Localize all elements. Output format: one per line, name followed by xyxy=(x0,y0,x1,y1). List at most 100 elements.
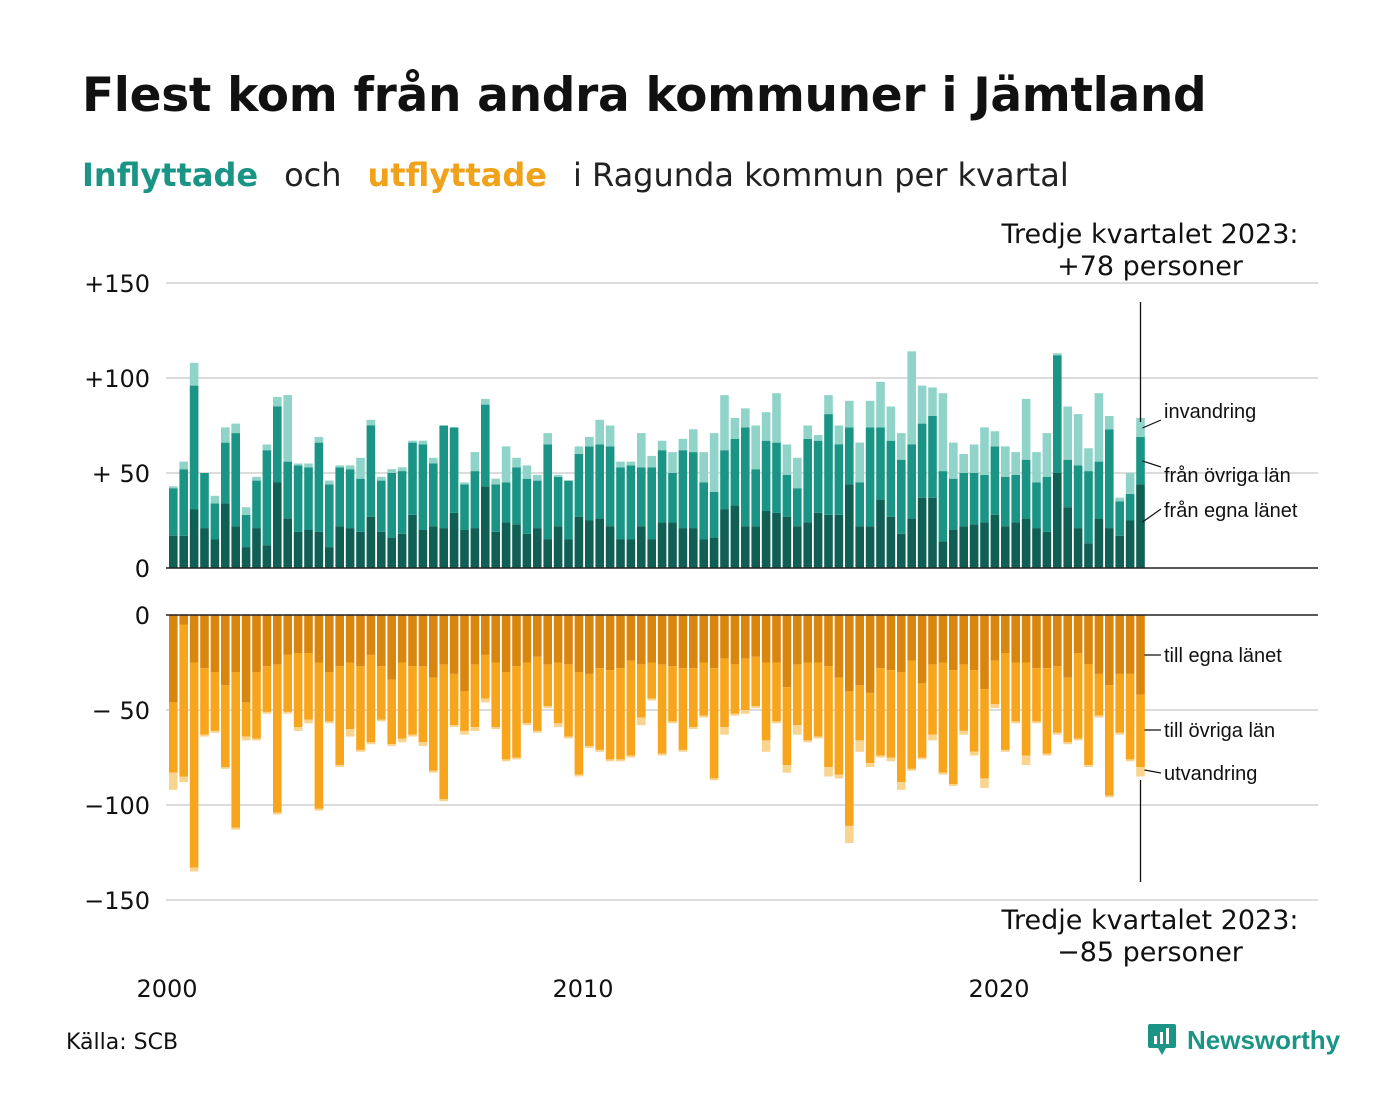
bar-out-local xyxy=(501,615,511,672)
bar-immigration xyxy=(231,423,240,434)
bar-out-local xyxy=(897,615,906,672)
bar-in-other xyxy=(1063,459,1072,508)
bar-emigration xyxy=(917,757,927,760)
bar-out-local xyxy=(283,615,292,655)
bar-out-other xyxy=(574,672,584,775)
bar-emigration xyxy=(200,734,209,737)
bar-emigration xyxy=(772,721,781,724)
bar-out-other xyxy=(1094,673,1104,716)
bar-out-other xyxy=(1115,673,1124,733)
bar-in-other xyxy=(460,484,469,530)
bar-out-local xyxy=(210,615,220,672)
bar-emigration xyxy=(1011,721,1020,724)
bar-out-other xyxy=(564,664,573,737)
bar-in-local xyxy=(304,530,313,568)
bar-out-other xyxy=(522,662,532,724)
bar-out-local xyxy=(200,615,209,669)
bar-immigration xyxy=(533,474,542,481)
bar-out-local xyxy=(637,615,646,665)
bar-out-local xyxy=(969,615,979,671)
bar-emigration xyxy=(1084,765,1093,767)
bar-emigration xyxy=(803,740,812,743)
bar-out-other xyxy=(917,683,927,758)
bar-in-local xyxy=(356,531,365,568)
bar-in-local xyxy=(200,528,209,568)
bar-emigration xyxy=(460,730,469,735)
bar-out-local xyxy=(470,615,480,665)
bar-in-other xyxy=(200,473,209,529)
bar-immigration xyxy=(304,463,313,468)
bar-out-local xyxy=(574,615,584,672)
bar-out-other xyxy=(366,654,376,743)
bar-emigration xyxy=(793,725,802,735)
bar-immigration xyxy=(938,393,948,472)
bar-out-other xyxy=(865,692,875,764)
bar-in-local xyxy=(720,509,729,568)
bar-in-local xyxy=(949,530,958,568)
bar-emigration xyxy=(408,734,417,737)
bar-in-other xyxy=(304,467,313,530)
bar-emigration xyxy=(949,784,958,786)
series-label-bottom: till övriga län xyxy=(1164,720,1275,742)
bar-out-other xyxy=(720,658,729,728)
leader-line-top xyxy=(1142,460,1162,468)
bar-in-other xyxy=(564,480,573,540)
bar-emigration xyxy=(273,812,282,815)
bar-immigration xyxy=(1042,433,1052,477)
bar-in-other xyxy=(210,503,220,540)
bar-emigration xyxy=(553,723,563,728)
bar-in-local xyxy=(252,528,261,568)
bar-emigration xyxy=(637,717,646,726)
bar-out-other xyxy=(179,624,188,777)
bar-immigration xyxy=(1021,398,1031,460)
bar-out-other xyxy=(678,668,688,750)
bar-immigration xyxy=(1115,497,1124,502)
bar-in-local xyxy=(772,512,781,568)
bar-out-local xyxy=(293,615,303,653)
bar-in-local xyxy=(730,505,740,568)
bar-out-other xyxy=(657,664,667,754)
bar-in-local xyxy=(397,533,407,568)
bar-out-other xyxy=(304,653,313,720)
bar-out-other xyxy=(283,654,292,712)
bar-in-other xyxy=(179,469,188,536)
bar-in-local xyxy=(782,516,792,568)
bar-immigration xyxy=(897,433,906,460)
bar-emigration xyxy=(522,723,532,726)
bar-out-local xyxy=(356,615,365,667)
bar-out-other xyxy=(1084,664,1093,766)
bar-out-local xyxy=(678,615,688,669)
bar-out-local xyxy=(980,615,989,690)
bar-out-local xyxy=(647,615,656,663)
brand-logo: Newsworthy xyxy=(1147,1022,1340,1058)
bar-out-local xyxy=(834,615,844,678)
bar-emigration xyxy=(980,778,989,788)
bar-in-local xyxy=(668,522,677,568)
bar-out-local xyxy=(813,615,823,663)
series-label-top: invandring xyxy=(1164,401,1256,423)
bar-out-local xyxy=(605,615,615,671)
bar-in-other xyxy=(1001,476,1010,527)
bar-immigration xyxy=(959,454,968,473)
bar-out-other xyxy=(418,666,428,743)
bar-out-local xyxy=(1042,615,1052,669)
bar-out-other xyxy=(262,666,272,712)
bar-emigration xyxy=(470,727,480,731)
bar-out-other xyxy=(356,666,365,750)
bar-out-other xyxy=(595,668,604,750)
bar-out-local xyxy=(1073,615,1083,653)
bar-out-other xyxy=(845,691,854,826)
bar-out-other xyxy=(335,666,344,766)
bar-out-local xyxy=(273,615,282,665)
bar-in-other xyxy=(418,444,428,530)
bar-out-other xyxy=(481,654,490,699)
bar-in-other xyxy=(387,473,396,538)
bar-in-local xyxy=(637,526,646,568)
bar-out-local xyxy=(1021,615,1031,663)
bar-in-local xyxy=(345,528,355,568)
bar-out-other xyxy=(886,670,896,758)
bar-immigration xyxy=(1032,452,1041,483)
bar-emigration xyxy=(543,706,552,709)
bar-in-other xyxy=(314,442,324,532)
bar-out-other xyxy=(491,662,500,728)
